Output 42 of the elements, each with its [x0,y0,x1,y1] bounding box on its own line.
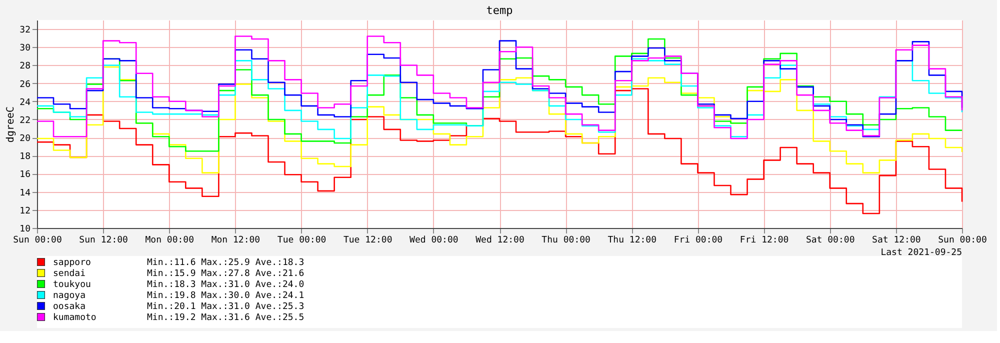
legend-label: oosaka [53,302,86,312]
x-tick-label: Sun 00:00 [938,236,987,246]
text: Min.:18.3 Max.:31.0 Ave.:24.0 [147,280,304,290]
x-tick-label: Sun 12:00 [79,236,128,246]
x-tick-label: Fri 12:00 [740,236,789,246]
y-tick-label: 14 [20,188,30,198]
y-tick-label: 26 [20,80,30,90]
y-tick-label: 10 [20,224,30,234]
y-tick-label: 32 [20,26,30,36]
x-tick-label: Tue 12:00 [343,236,392,246]
y-tick-label: 24 [20,98,30,108]
y-tick-label: 16 [20,170,30,180]
x-tick-label: Fri 00:00 [674,236,723,246]
text: Last 2021-09-25 [880,248,962,258]
y-tick-label: 28 [20,62,30,72]
text: Min.:19.8 Max.:30.0 Ave.:24.1 [147,291,304,301]
legend-label: kumamoto [53,313,96,323]
text: Min.:15.9 Max.:27.8 Ave.:21.6 [147,269,304,279]
text: Min.:19.2 Max.:31.6 Ave.:25.5 [147,313,304,323]
text: Min.:11.6 Max.:25.9 Ave.:18.3 [147,258,304,268]
x-tick-label: Wed 00:00 [410,236,458,246]
text: Min.:20.1 Max.:31.0 Ave.:25.3 [147,302,304,312]
legend-label: sendai [53,269,86,279]
x-tick-label: Mon 00:00 [145,236,194,246]
x-tick-label: Sat 12:00 [872,236,921,246]
y-tick-label: 12 [20,206,30,216]
chart-title: temp [486,4,513,17]
x-tick-label: Mon 12:00 [211,236,260,246]
y-tick-label: 22 [20,116,30,126]
x-tick-label: Tue 00:00 [277,236,326,246]
x-tick-label: Thu 00:00 [542,236,590,246]
x-tick-label: Sun 00:00 [13,236,62,246]
y-tick-label: 18 [20,152,30,162]
y-tick-label: 30 [20,44,30,54]
y-axis-title: dgreeC [6,106,17,143]
y-tick-label: 20 [20,134,30,144]
x-tick-label: Sat 00:00 [806,236,855,246]
legend-label: toukyou [53,280,91,290]
x-tick-label: Wed 12:00 [476,236,524,246]
legend-label: sapporo [53,258,91,268]
legend-label: nagoya [53,291,86,301]
x-tick-label: Thu 12:00 [608,236,657,246]
